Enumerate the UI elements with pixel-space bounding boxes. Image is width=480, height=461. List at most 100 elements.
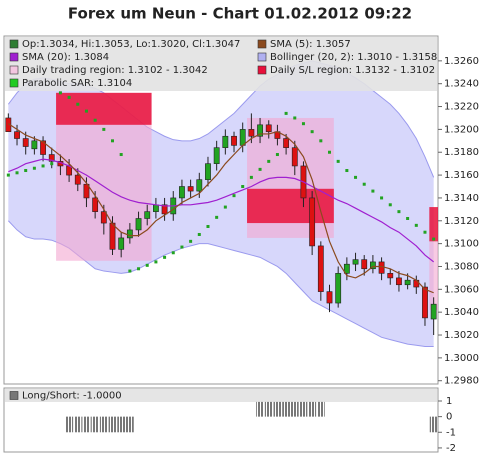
candle-body xyxy=(378,261,385,274)
sar-dot xyxy=(258,167,262,171)
y2-tick-label: -1 xyxy=(446,427,456,438)
lower-legend-band xyxy=(5,389,437,402)
chart-title: Forex um Neun - Chart 01.02.2012 09:22 xyxy=(68,5,412,23)
legend-swatch xyxy=(257,65,267,75)
legend-swatch xyxy=(9,78,19,88)
candle-body xyxy=(109,222,116,250)
candle-body xyxy=(257,124,263,137)
y-tick-label: 1.3020 xyxy=(444,330,479,341)
y-tick-label: 1.3000 xyxy=(444,353,479,364)
candle-body xyxy=(205,163,211,180)
long-short-bar xyxy=(264,400,273,417)
y-tick-label: 1.3160 xyxy=(444,170,479,181)
sar-dot xyxy=(50,162,54,166)
candle-body xyxy=(48,154,55,162)
candle-body xyxy=(283,138,290,148)
sar-dot xyxy=(406,216,410,220)
candle-body xyxy=(100,211,107,224)
long-short-bar xyxy=(316,400,325,417)
candle-body xyxy=(291,147,298,167)
sar-dot xyxy=(371,189,375,193)
sar-dot xyxy=(215,215,219,219)
legend-label: Bollinger (20, 2): 1.3010 - 1.3158 xyxy=(270,52,437,63)
sar-dot xyxy=(423,230,427,234)
sar-dot xyxy=(345,169,349,173)
sar-dot xyxy=(319,139,323,143)
candle-body xyxy=(343,263,350,274)
sar-dot xyxy=(154,260,158,264)
sar-dot xyxy=(293,116,297,120)
candle-body xyxy=(309,197,316,247)
candle-body xyxy=(326,291,333,304)
legend-swatch xyxy=(9,391,19,400)
sar-dot xyxy=(67,95,71,99)
sl-region xyxy=(56,92,152,125)
candle-body xyxy=(335,273,342,304)
candle-body xyxy=(430,303,437,320)
candle-body xyxy=(179,186,185,199)
candle-body xyxy=(144,211,151,219)
candle-body xyxy=(265,124,272,132)
long-short-bar xyxy=(429,416,438,433)
candle-body xyxy=(92,197,99,212)
sar-dot xyxy=(432,237,436,241)
y-tick-label: 1.3220 xyxy=(444,102,479,113)
sl-region xyxy=(429,207,438,242)
candle-body xyxy=(413,279,420,288)
y-tick-label: 1.2980 xyxy=(444,376,479,387)
sar-dot xyxy=(24,169,28,173)
sma20-line xyxy=(8,158,435,263)
sar-dot xyxy=(380,196,384,200)
candle-body xyxy=(40,140,46,155)
sar-dot xyxy=(241,185,245,189)
long-short-bar xyxy=(308,400,317,417)
sar-dot xyxy=(111,139,114,143)
sar-dot xyxy=(189,239,193,243)
legend-swatch xyxy=(257,39,267,49)
sar-dot xyxy=(15,171,19,175)
sar-dot xyxy=(275,153,279,157)
legend-label: SMA (5): 1.3057 xyxy=(270,39,351,50)
candle-body xyxy=(239,129,246,146)
sar-dot xyxy=(128,269,132,273)
sma5-line xyxy=(8,123,434,294)
sar-dot xyxy=(84,109,88,113)
sar-dot xyxy=(414,223,418,227)
legend-swatch xyxy=(257,52,267,62)
candle-body xyxy=(231,135,237,146)
long-short-bar xyxy=(256,400,264,417)
candle-body xyxy=(387,273,394,279)
legend-label: SMA (20): 1.3084 xyxy=(22,52,109,63)
legend-label: Daily trading region: 1.3102 - 1.3042 xyxy=(22,65,208,76)
sar-dot xyxy=(137,267,141,271)
long-short-bar xyxy=(65,416,74,433)
sl-region xyxy=(247,188,334,224)
long-short-bar xyxy=(117,416,126,433)
legend-swatch xyxy=(9,52,19,62)
y-tick-label: 1.3040 xyxy=(444,307,479,318)
long-short-bar xyxy=(299,400,308,417)
sar-dot xyxy=(301,122,305,126)
sar-dot xyxy=(232,194,236,198)
sar-dot xyxy=(267,159,271,163)
y2-tick-label: -2 xyxy=(446,443,456,454)
legend-label: Parabolic SAR: 1.3104 xyxy=(22,78,132,89)
sar-dot xyxy=(6,173,10,177)
candle-body xyxy=(126,229,133,239)
y-tick-label: 1.3240 xyxy=(444,79,479,90)
candle-body xyxy=(22,138,29,147)
legend-swatch xyxy=(9,39,19,49)
sar-dot xyxy=(388,203,392,207)
sar-dot xyxy=(171,251,175,255)
candle-body xyxy=(352,259,359,265)
sar-dot xyxy=(93,118,97,122)
candle-body xyxy=(222,135,229,148)
candle-body xyxy=(369,261,376,270)
candle-body xyxy=(83,183,90,199)
long-short-bar xyxy=(108,416,117,433)
long-short-bar xyxy=(125,416,134,433)
sar-dot xyxy=(102,127,106,131)
y-tick-label: 1.3180 xyxy=(444,147,479,158)
candle-body xyxy=(187,186,194,192)
